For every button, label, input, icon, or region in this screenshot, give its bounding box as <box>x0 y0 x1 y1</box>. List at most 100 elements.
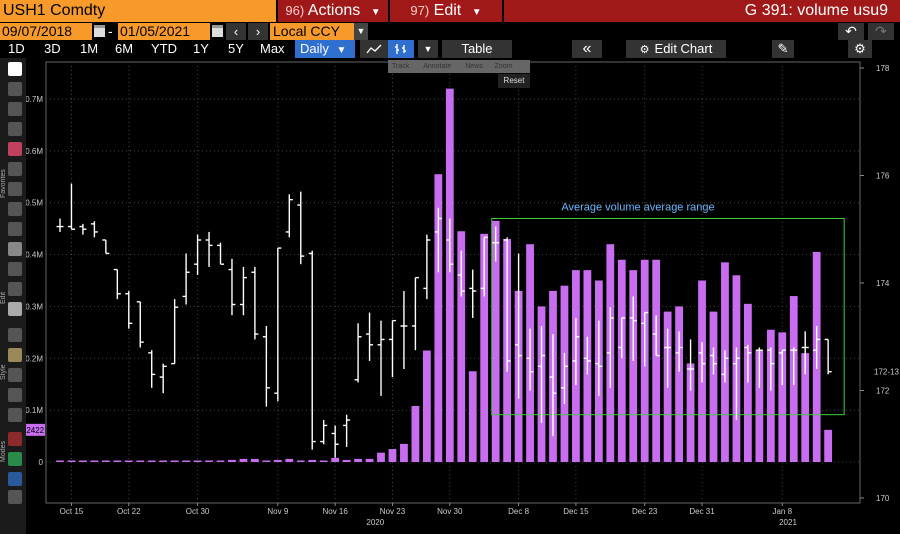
volume-tick-label: 0.6M <box>26 147 43 156</box>
volume-bar <box>468 371 477 462</box>
chevron-down-icon: ▼ <box>354 23 368 40</box>
actions-menu[interactable]: 96) Actions ▼ <box>278 0 388 22</box>
volume-bar <box>79 460 87 462</box>
volume-tick-label: 0.2M <box>26 354 43 363</box>
end-date-field[interactable]: 01/05/2021 <box>118 23 210 40</box>
volume-bar <box>400 443 408 462</box>
line-tool-icon[interactable] <box>8 262 22 276</box>
lock-icon[interactable] <box>8 472 22 486</box>
brush-icon[interactable] <box>8 162 22 176</box>
volume-tick-label: 0.4M <box>26 251 43 260</box>
period-max[interactable]: Max <box>260 41 285 56</box>
edit-menu[interactable]: 97) Edit ▼ <box>390 0 502 22</box>
volume-bar <box>136 460 145 462</box>
line-chart-icon[interactable] <box>360 40 388 58</box>
zoom-tool[interactable]: Zoom <box>494 63 513 70</box>
cursor-icon[interactable] <box>8 62 22 76</box>
volume-bar <box>480 233 489 462</box>
x-tick-label: Nov 30 <box>437 507 463 516</box>
period-ytd[interactable]: YTD <box>151 41 177 56</box>
mode-icon[interactable] <box>8 432 22 446</box>
period-1d[interactable]: 1D <box>8 41 25 56</box>
volume-bar <box>709 311 718 462</box>
volume-bar <box>491 220 500 462</box>
chevron-down-icon[interactable]: ▼ <box>418 40 438 58</box>
volume-bar <box>824 429 833 462</box>
calendar-icon[interactable] <box>94 25 105 37</box>
price-tick-label: 178 <box>876 64 890 73</box>
chart-settings-icon: ⚙ <box>639 44 650 56</box>
fill-icon[interactable] <box>8 368 22 382</box>
redo-icon[interactable]: ↷ <box>868 23 894 40</box>
volume-bar <box>331 457 340 462</box>
dollar-icon[interactable] <box>8 122 22 136</box>
annotate-tool[interactable]: Annotate <box>423 63 452 70</box>
reset-button[interactable]: Reset <box>498 74 530 88</box>
date-separator: - <box>108 23 113 39</box>
bar-chart-icon[interactable] <box>388 40 414 58</box>
range-annotation: Average volume average range <box>561 202 714 214</box>
period-6m[interactable]: 6M <box>115 41 134 56</box>
start-date-field[interactable]: 09/07/2018 <box>0 23 92 40</box>
collapse-icon[interactable]: « <box>572 40 602 58</box>
period-5y[interactable]: 5Y <box>228 41 244 56</box>
style-label: Style <box>0 364 7 380</box>
line-style-icon[interactable] <box>8 388 22 402</box>
rectangle-icon[interactable] <box>8 242 22 256</box>
chart-panel[interactable]: 0 0.1M 0.2M 0.3M 0.4M 0.5M 0.6M 0.7M 170 172 174 17… <box>21 58 900 534</box>
volume-bar <box>90 460 99 462</box>
edit-chart-button[interactable]: ⚙ Edit Chart <box>626 40 726 58</box>
volume-tick-label: 0 <box>39 458 44 467</box>
volume-bar <box>113 460 122 462</box>
pencil-icon[interactable]: ✎ <box>772 40 794 58</box>
frequency-value: Daily <box>300 41 329 56</box>
x-tick-label: Nov 16 <box>322 507 348 516</box>
eraser-icon[interactable] <box>8 302 22 316</box>
favorites-label: Favorites <box>0 169 7 198</box>
drawing-toolbar: Favorites Edit Style Modes <box>0 58 26 534</box>
color-icon[interactable] <box>8 348 22 362</box>
period-3d[interactable]: 3D <box>44 41 61 56</box>
currency-select[interactable]: Local CCY ▼ <box>270 23 368 40</box>
x-tick-label: Nov 23 <box>380 507 406 516</box>
actions-label: Actions <box>307 2 361 19</box>
title-bar: USH1 Comdty 96) Actions ▼ 97) Edit ▼ G 3… <box>0 0 900 22</box>
table-button[interactable]: Table <box>442 40 512 58</box>
favorite-tool-icon[interactable] <box>8 142 22 156</box>
frequency-select[interactable]: Daily ▼ <box>295 40 355 58</box>
volume-bar <box>205 460 213 462</box>
gear-icon[interactable]: ⚙ <box>848 40 872 58</box>
magnet-icon[interactable] <box>8 452 22 466</box>
settings-icon[interactable] <box>8 490 22 504</box>
x-tick-label: Oct 30 <box>186 507 210 516</box>
volume-bar <box>296 460 305 462</box>
text-tool-icon[interactable] <box>8 182 22 196</box>
volume-bar <box>675 306 683 462</box>
volume-bar <box>617 259 626 462</box>
ticker-field[interactable]: USH1 Comdty <box>0 0 276 22</box>
arrow-tool-icon[interactable] <box>8 282 22 296</box>
volume-bar <box>216 460 225 462</box>
track-tool[interactable]: Track <box>392 63 410 70</box>
volume-badge: 62422 <box>26 426 45 435</box>
ray-icon[interactable] <box>8 202 22 216</box>
chart-svg[interactable]: 0 0.1M 0.2M 0.3M 0.4M 0.5M 0.6M 0.7M 170 172 174 17… <box>21 58 900 534</box>
x-tick-label: Nov 9 <box>267 507 288 516</box>
edit-chart-label: Edit Chart <box>654 41 713 56</box>
calendar-icon[interactable] <box>212 25 223 37</box>
period-1y[interactable]: 1Y <box>193 41 209 56</box>
edit-label: Edit <box>433 2 462 19</box>
trendline-icon[interactable] <box>8 82 22 96</box>
prev-period-button[interactable]: ‹ <box>226 23 246 40</box>
font-icon[interactable] <box>8 328 22 342</box>
undo-icon[interactable]: ↶ <box>838 23 864 40</box>
fibonacci-icon[interactable] <box>8 102 22 116</box>
news-tool[interactable]: News <box>465 63 483 70</box>
volume-bar <box>273 459 282 462</box>
next-period-button[interactable]: › <box>248 23 268 40</box>
channel-icon[interactable] <box>8 222 22 236</box>
volume-bar <box>239 458 248 462</box>
period-1m[interactable]: 1M <box>80 41 99 56</box>
volume-bar <box>411 405 420 462</box>
line-width-icon[interactable] <box>8 408 22 422</box>
